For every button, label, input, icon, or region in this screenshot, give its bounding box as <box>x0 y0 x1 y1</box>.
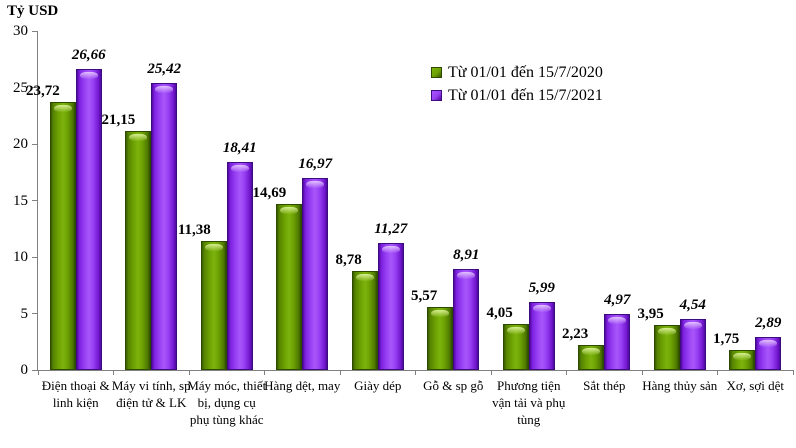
legend-marker-2021-icon <box>431 90 442 101</box>
x-axis-tick-mark <box>490 370 492 375</box>
value-label-2021: 8,91 <box>453 247 480 264</box>
x-axis-tick-mark <box>188 370 190 375</box>
bar-2021 <box>75 68 102 370</box>
bar-2020 <box>729 350 756 370</box>
category-label: Hàng thủy sản <box>642 378 718 393</box>
value-label-2020: 4,05 <box>486 305 513 322</box>
value-label-2020: 2,23 <box>562 325 589 342</box>
x-axis-tick-mark <box>37 370 39 375</box>
bar-2020 <box>49 101 76 370</box>
category-label: Máy móc, thiết bị, dụng cụ phụ tùng khác <box>187 378 267 427</box>
category-label: Điện thoại & linh kiện <box>41 378 110 410</box>
category-label: Máy vi tính, sp điện tử & LK <box>111 378 191 410</box>
x-axis-tick-mark <box>641 370 643 375</box>
category-label: Gỗ & sp gỗ <box>423 378 484 393</box>
y-axis-tick-label: 0 <box>20 362 29 378</box>
x-axis-tick-mark <box>415 370 416 375</box>
value-label-2020: 5,57 <box>411 288 438 305</box>
bar-2021 <box>604 313 631 370</box>
bar-2020 <box>351 270 378 370</box>
y-axis-title: Tỷ USD <box>7 3 59 19</box>
bar-2021 <box>151 82 178 370</box>
value-label-2021: 4,54 <box>679 296 706 313</box>
value-label-2020: 11,38 <box>177 222 211 239</box>
legend-label-2020: Từ 01/01 đến 15/7/2020 <box>448 64 603 81</box>
value-label-2021: 26,66 <box>71 46 106 63</box>
legend: Từ 01/01 đến 15/7/2020 Từ 01/01 đến 15/7… <box>431 63 603 105</box>
value-label-2021: 4,97 <box>604 291 631 308</box>
value-label-2021: 18,41 <box>222 139 257 156</box>
bar-2021 <box>755 337 782 370</box>
y-axis-tick-mark <box>32 256 38 258</box>
value-label-2020: 3,95 <box>637 306 664 323</box>
y-axis-tick-label: 25 <box>13 79 28 96</box>
x-axis-tick-mark <box>566 370 567 375</box>
y-axis-tick-label: 5 <box>20 305 29 322</box>
legend-item-2021: Từ 01/01 đến 15/7/2021 <box>431 86 603 105</box>
y-axis-tick-mark <box>32 30 38 32</box>
category-label: Phương tiện vận tải và phụ tùng <box>492 378 566 427</box>
bar-2020 <box>200 241 227 370</box>
x-axis-tick-mark <box>113 370 114 375</box>
value-label-2021: 5,99 <box>528 280 555 297</box>
value-label-2020: 21,15 <box>101 112 136 129</box>
value-label-2021: 16,97 <box>298 156 333 173</box>
y-axis-tick-label: 20 <box>13 136 28 152</box>
value-label-2021: 11,27 <box>374 220 408 237</box>
plot-area: 0 5 10 15 20 25 30 23,72 26,66 Điện thoại & linh … <box>13 23 794 427</box>
x-axis-tick-mark <box>264 370 265 375</box>
bar-2020 <box>502 324 529 370</box>
y-axis-tick-mark <box>32 200 38 201</box>
bar-2020 <box>578 344 605 370</box>
category-label: Sắt thép <box>583 378 626 393</box>
bar-2021 <box>528 302 555 370</box>
y-axis-tick-mark <box>32 143 38 145</box>
value-label-2021: 25,42 <box>147 60 182 77</box>
y-axis-tick-mark <box>32 87 38 88</box>
value-label-2020: 23,72 <box>26 82 60 99</box>
x-axis-tick-mark <box>792 370 794 375</box>
bar-2021 <box>226 161 253 370</box>
value-label-2020: 1,75 <box>713 331 740 348</box>
value-label-2020: 14,69 <box>252 185 287 202</box>
legend-marker-2020-icon <box>431 67 442 78</box>
legend-item-2020: Từ 01/01 đến 15/7/2020 <box>431 63 603 82</box>
bar-2021 <box>377 242 404 370</box>
x-axis-tick-mark <box>339 370 341 375</box>
category-label: Giày dép <box>354 378 402 393</box>
y-axis-tick-label: 15 <box>13 192 28 209</box>
x-axis-tick-mark <box>717 370 718 375</box>
bar-2020 <box>276 204 303 370</box>
y-axis-tick-label: 30 <box>13 23 28 39</box>
legend-label-2021: Từ 01/01 đến 15/7/2021 <box>448 87 603 104</box>
value-label-2021: 2,89 <box>755 315 782 332</box>
value-label-2020: 8,78 <box>335 251 362 268</box>
bar-2021 <box>679 318 706 370</box>
category-label: Xơ, sợi dệt <box>726 378 784 393</box>
bar-2020 <box>125 131 152 370</box>
y-axis-tick-mark <box>32 369 38 371</box>
y-axis-tick-mark <box>32 313 38 314</box>
category-label: Hàng dệt, may <box>264 378 341 393</box>
y-axis-tick-label: 10 <box>13 249 28 265</box>
bar-2020 <box>653 325 680 370</box>
bar-2021 <box>453 269 480 370</box>
bar-2020 <box>427 307 454 370</box>
bar-2021 <box>302 178 329 370</box>
